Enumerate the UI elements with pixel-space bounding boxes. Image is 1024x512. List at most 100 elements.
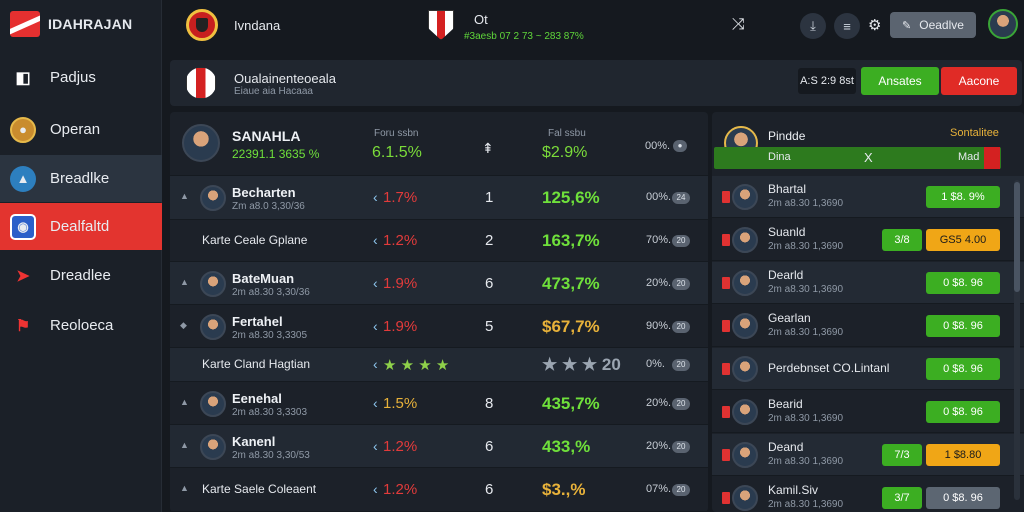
player-sub: 2m a8.30 1,3690 [768, 413, 844, 424]
table-row[interactable]: ▲ Kanenl 2m a8.30 3,30/53 ‹ 1.2% 6 433,% 20%. 20 [170, 425, 708, 468]
table-row[interactable]: ▲ Eenehal 2m a8.30 3,3303 ‹ 1.5% 8 435,7% 20%. 2… [170, 382, 708, 425]
download-icon[interactable]: ⤓ [800, 13, 826, 39]
flag-stripe [984, 147, 1000, 169]
side-title: Pindde [768, 129, 806, 143]
rank-arrow-icon: ▲ [180, 191, 189, 201]
info-icon[interactable]: ● [673, 140, 687, 152]
player-name: Kanenl [232, 434, 276, 449]
sail-icon: ▲ [10, 165, 36, 192]
rank-value: 6 [485, 275, 494, 292]
player-name: Suanld [768, 225, 806, 239]
small-odds-button[interactable]: 7/3 [882, 444, 922, 466]
count-pill[interactable]: 20 [672, 441, 690, 453]
arrow-left-icon: ‹ [373, 318, 378, 334]
rank-arrow-icon: ▲ [180, 440, 189, 450]
sidebar-item-padjus[interactable]: ◧ Padjus [0, 54, 162, 101]
avatar [200, 434, 226, 460]
match-header: Oualainenteoeala Eiaue aia Hacaaa A:S 2:… [170, 60, 1022, 106]
table-row[interactable]: ▲ BateMuan 2m a8.30 3,30/36 ‹ 1.9% 6 473,7% 20%… [170, 262, 708, 305]
country-flag-icon [722, 234, 730, 246]
odds-button[interactable]: 0 $8. 96 [926, 272, 1000, 294]
sidebar-item-label: Padjus [50, 69, 96, 86]
table-row[interactable]: ▲ Karte Saele Coleaent ‹ 1.2% 6 $3.,% 07%. 20 [170, 468, 708, 512]
summary-left: Dina [768, 151, 791, 163]
standings-row[interactable]: Bearid 2m a8.30 1,3690 0 $8. 96 [712, 391, 1024, 433]
standings-row[interactable]: Perdebnset CO.Lintanl 0 $8. 96 [712, 348, 1024, 390]
player-table: SANAHLA 22391.1 3635 % Foru ssbn 6.1.5% … [170, 112, 708, 512]
player-name: Bearid [768, 397, 803, 411]
menu-icon[interactable]: ≡ [834, 13, 860, 39]
standings-row[interactable]: Deand 2m a8.30 1,3690 7/3 1 $8.80 [712, 434, 1024, 476]
standings-row[interactable]: Suanld 2m a8.30 1,3690 3/8 GS5 4.00 [712, 219, 1024, 261]
odds-button[interactable]: 0 $8. 96 [926, 401, 1000, 423]
sidebar-item-operan[interactable]: ● Operan [0, 106, 162, 153]
table-row[interactable]: Karte Cland Hagtian ‹ ★ ★ ★ ★ ★ ★ ★ 20 0%. 20 [170, 348, 708, 382]
opponent-crest-icon[interactable] [428, 10, 454, 40]
avatar [182, 124, 220, 162]
brand[interactable]: IDAHRAJAN [10, 10, 160, 38]
sidebar-item-dealfaltd[interactable]: ◉ Dealfaltd [0, 203, 162, 250]
table-row[interactable]: ▲ Becharten Zm a8.0 3,30/36 ‹ 1.7% 1 125,6% 00%… [170, 176, 708, 220]
arrow-left-icon: ‹ [373, 189, 378, 205]
shuffle-icon[interactable]: ⤨ [732, 16, 745, 33]
player-name: Karte Cland Hagtian [202, 357, 311, 371]
count-pill[interactable]: 20 [672, 398, 690, 410]
country-flag-icon [722, 277, 730, 289]
odds-button[interactable]: 1 $8.80 [926, 444, 1000, 466]
standings-row[interactable]: Dearld 2m a8.30 1,3690 0 $8. 96 [712, 262, 1024, 304]
rating-value: $67,7% [542, 317, 600, 336]
count-pill[interactable]: 20 [672, 321, 690, 333]
rank-value: 6 [485, 438, 494, 455]
count-pill[interactable]: 20 [672, 278, 690, 290]
odds-button[interactable]: 0 $8. 96 [926, 487, 1000, 509]
col2-value: $2.9% [542, 144, 588, 161]
table-row[interactable]: Karte Ceale Gplane ‹ 1.2% 2 163,7% 70%. 20 [170, 220, 708, 262]
gear-icon[interactable]: ⚙ [868, 17, 882, 34]
action-button[interactable]: ✎ Oeadlve [890, 12, 976, 38]
top-bar: Ivndana Ot #3aesb 07 2 73 ~ 283 87% ⤨ ⤓ … [162, 0, 1024, 55]
sidebar-item-dreadlee[interactable]: ➤ Dreadlee [0, 252, 162, 299]
odds-button[interactable]: 0 $8. 96 [926, 315, 1000, 337]
scrollbar[interactable] [1014, 180, 1020, 500]
count-pill[interactable]: 20 [672, 359, 690, 371]
country-flag-icon [722, 320, 730, 332]
header-title: Oualainenteoeala [234, 71, 336, 86]
match-code: Ot [474, 12, 488, 27]
shuffle-small-icon[interactable]: ⇞ [482, 140, 494, 156]
small-odds-button[interactable]: 3/8 [882, 229, 922, 251]
odds-button[interactable]: GS5 4.00 [926, 229, 1000, 251]
player-sub: 2m a8.30 3,3305 [232, 330, 308, 341]
player-name: Kamil.Siv [768, 483, 819, 497]
count-pill[interactable]: 20 [672, 235, 690, 247]
player-name: Karte Saele Coleaent [202, 482, 317, 496]
club-crest-icon[interactable] [186, 9, 218, 41]
summary-bar: Dina X Mad [714, 147, 1001, 169]
rating-value: 473,7% [542, 274, 600, 293]
match-stats: #3aesb 07 2 73 ~ 283 87% [464, 31, 584, 42]
standings-row[interactable]: Bhartal 2m a8.30 1,3690 1 $8. 9% [712, 176, 1024, 218]
table-row[interactable]: ◆ Fertahel 2m a8.30 3,3305 ‹ 1.9% 5 $67,7% 90%.… [170, 305, 708, 348]
standings-row[interactable]: Gearlan 2m a8.30 1,3690 0 $8. 96 [712, 305, 1024, 347]
sidebar-item-reoloeca[interactable]: ⚑ Reoloeca [0, 302, 162, 349]
featured-stat: 22391.1 3635 % [232, 147, 320, 161]
count-pill[interactable]: 20 [672, 484, 690, 496]
accept-button[interactable]: Ansates [861, 67, 939, 95]
odds-button[interactable]: 0 $8. 96 [926, 358, 1000, 380]
user-avatar[interactable] [988, 9, 1018, 39]
featured-row[interactable]: SANAHLA 22391.1 3635 % Foru ssbn 6.1.5% … [170, 112, 708, 176]
col2-header: Fal ssbu [548, 128, 586, 139]
sidebar-item-label: Dreadlee [50, 267, 111, 284]
player-sub: 2m a8.30 1,3690 [768, 456, 844, 467]
scrollbar-thumb[interactable] [1014, 182, 1020, 292]
count-pill[interactable]: 24 [672, 192, 690, 204]
sidebar-item-breadlke[interactable]: ▲ Breadlke [0, 155, 162, 202]
avatar [732, 442, 758, 468]
rank-arrow-icon: ▲ [180, 483, 189, 493]
standings-row[interactable]: Kamil.Siv 2m a8.30 1,3690 3/7 0 $8. 96 [712, 477, 1024, 512]
player-name: Eenehal [232, 391, 282, 406]
small-odds-button[interactable]: 3/7 [882, 487, 922, 509]
odds-button[interactable]: 1 $8. 9% [926, 186, 1000, 208]
rating-value: 125,6% [542, 188, 600, 207]
share-pct: 20%. [646, 397, 672, 409]
reject-button[interactable]: Aacone [941, 67, 1017, 95]
